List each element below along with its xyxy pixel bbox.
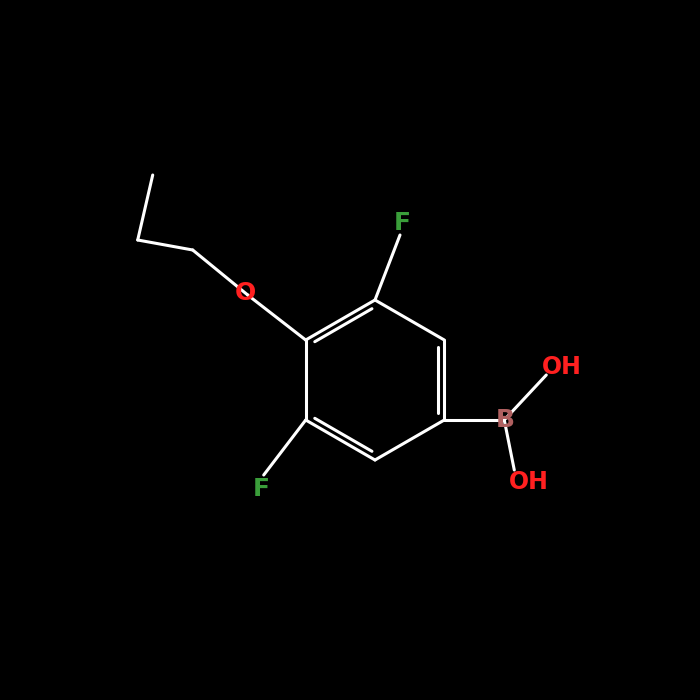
Text: F: F (253, 477, 270, 501)
Text: O: O (235, 281, 256, 305)
Text: B: B (496, 408, 514, 432)
Text: OH: OH (542, 355, 582, 379)
Text: OH: OH (510, 470, 550, 494)
Text: F: F (393, 211, 410, 235)
